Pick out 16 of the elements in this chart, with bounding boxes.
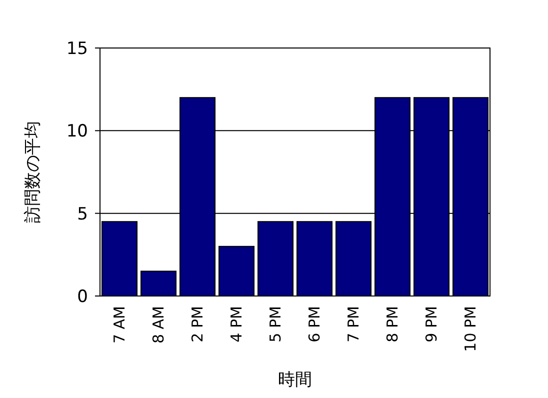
x-tick-label: 8 PM [384,306,402,342]
x-tick-label: 7 AM [110,306,128,344]
y-tick-label: 15 [66,39,88,59]
x-tick-label: 8 AM [150,306,168,344]
x-tick-label: 2 PM [188,306,206,342]
y-axis-title: 訪問数の平均 [23,121,43,223]
x-tick-label: 5 PM [266,306,284,342]
y-tick-label: 0 [77,287,88,307]
x-tick-label: 9 PM [422,306,440,342]
x-axis-title: 時間 [278,370,312,390]
y-tick-label: 5 [77,204,88,224]
x-tick-label: 6 PM [306,306,324,342]
x-tick-label: 10 PM [462,306,480,352]
x-tick-label: 7 PM [344,306,362,342]
y-tick-label: 10 [66,122,88,142]
x-tick-label: 4 PM [228,306,246,342]
